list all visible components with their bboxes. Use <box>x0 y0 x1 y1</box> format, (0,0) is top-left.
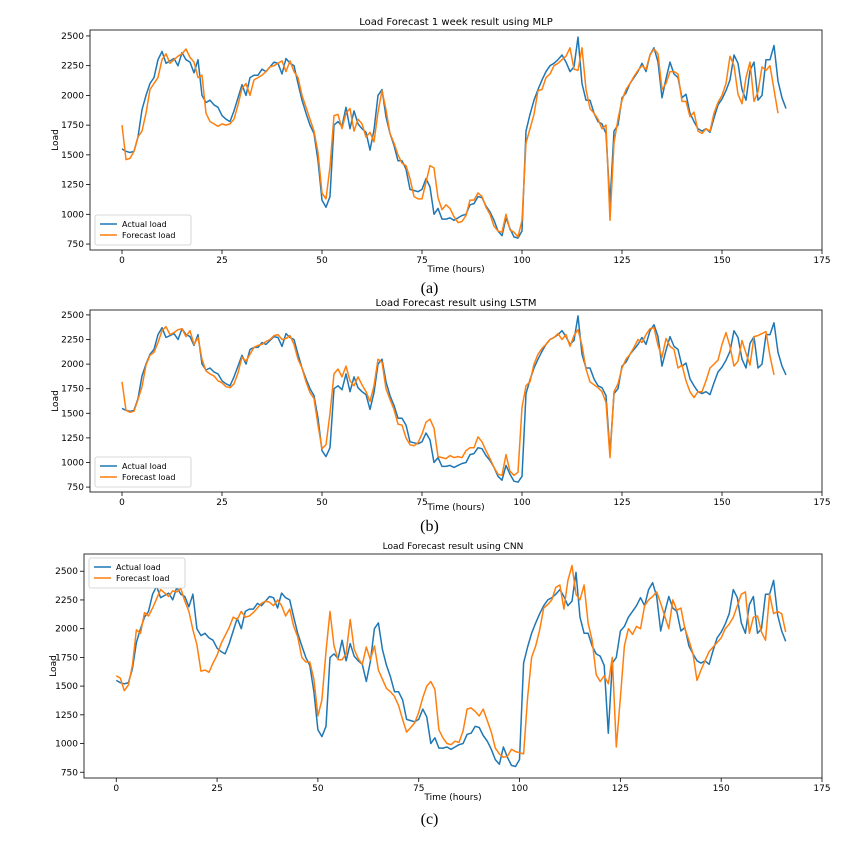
y-tick-label: 1500 <box>61 151 84 161</box>
actual-load-line <box>121 315 787 483</box>
caption-b: (b) <box>420 518 439 535</box>
legend-box <box>94 214 192 246</box>
x-tick-label: 175 <box>813 256 830 266</box>
y-tick-label: 1500 <box>61 409 84 419</box>
x-tick-label: 175 <box>813 498 830 508</box>
y-axis-label: Load <box>51 129 61 151</box>
legend: Actual load Forecast load <box>94 456 192 488</box>
legend: Actual load Forecast load <box>94 214 192 246</box>
y-tick-label: 1250 <box>61 181 84 191</box>
y-tick-label: 2250 <box>61 62 84 72</box>
caption-c: (c) <box>420 811 439 828</box>
caption-a: (a) <box>420 280 439 297</box>
y-tick-label: 2500 <box>61 311 84 321</box>
x-tick-label: 125 <box>612 784 629 794</box>
chart-panel-mlp: Load Forecast 1 week result using MLP 0 25… <box>0 0 859 275</box>
y-tick-label: 2000 <box>61 360 84 370</box>
legend-label-forecast: Forecast load <box>116 574 170 583</box>
x-tick-label: 25 <box>216 498 227 508</box>
x-tick-label: 150 <box>713 498 730 508</box>
y-tick-label: 2250 <box>61 336 84 346</box>
y-axis-label: Load <box>49 655 59 677</box>
x-tick-label: 50 <box>316 498 328 508</box>
x-tick-label: 50 <box>316 256 328 266</box>
actual-load-line <box>121 36 787 239</box>
y-tick-label: 1250 <box>55 711 78 721</box>
legend-label-actual: Actual load <box>116 563 161 572</box>
y-tick-label: 750 <box>61 768 78 778</box>
x-tick-label: 150 <box>713 256 730 266</box>
y-tick-label: 1750 <box>61 121 84 131</box>
x-tick-label: 25 <box>216 256 227 266</box>
legend-label-actual: Actual load <box>122 220 167 229</box>
x-tick-label: 0 <box>119 498 125 508</box>
x-tick-label: 0 <box>119 256 125 266</box>
chart-title: Load Forecast result using LSTM <box>376 298 537 309</box>
y-tick-label: 2500 <box>55 567 78 577</box>
x-tick-label: 100 <box>513 498 530 508</box>
y-tick-label: 1750 <box>61 385 84 395</box>
x-tick-label: 125 <box>613 498 630 508</box>
x-tick-label: 100 <box>513 256 530 266</box>
x-axis-label: Time (hours) <box>423 793 481 803</box>
x-axis-label: Time (hours) <box>426 503 484 513</box>
y-tick-label: 750 <box>67 240 84 250</box>
y-tick-label: 1750 <box>55 653 78 663</box>
lstm-forecast-chart: Load Forecast result using LSTM 0 25 50 75 10… <box>51 298 831 513</box>
y-tick-label: 1500 <box>55 682 78 692</box>
chart-title: Load Forecast 1 week result using MLP <box>359 17 553 28</box>
actual-load-line <box>115 571 787 768</box>
mlp-forecast-chart: Load Forecast 1 week result using MLP 0 25… <box>51 17 831 275</box>
y-tick-label: 2000 <box>61 91 84 101</box>
y-tick-label: 2000 <box>55 625 78 635</box>
plot-frame <box>83 553 823 779</box>
cnn-forecast-chart: Load Forecast result using CNN 0 25 50 75 100… <box>49 542 831 803</box>
forecast-load-line <box>115 564 787 759</box>
y-tick-label: 1250 <box>61 434 84 444</box>
x-tick-label: 125 <box>613 256 630 266</box>
legend-box <box>94 456 192 488</box>
forecast-load-line <box>121 325 775 477</box>
chart-title: Load Forecast result using CNN <box>383 542 524 552</box>
legend-label-actual: Actual load <box>122 462 167 471</box>
y-tick-label: 2250 <box>55 596 78 606</box>
legend: Actual load Forecast load <box>88 557 186 589</box>
x-tick-label: 75 <box>416 498 427 508</box>
x-tick-label: 75 <box>416 256 427 266</box>
y-tick-label: 750 <box>67 483 84 493</box>
forecast-load-line <box>121 47 779 238</box>
plot-frame <box>89 29 823 251</box>
legend-label-forecast: Forecast load <box>122 231 176 240</box>
x-tick-label: 175 <box>813 784 830 794</box>
x-tick-label: 25 <box>211 784 222 794</box>
x-tick-label: 0 <box>113 784 119 794</box>
legend-box <box>88 557 186 589</box>
x-axis-label: Time (hours) <box>426 265 484 275</box>
chart-panel-lstm: Load Forecast result using LSTM 0 25 50 75 10… <box>0 290 859 515</box>
plot-frame <box>89 309 823 493</box>
x-tick-label: 100 <box>511 784 528 794</box>
x-tick-label: 50 <box>312 784 324 794</box>
y-tick-label: 2500 <box>61 32 84 42</box>
y-axis-label: Load <box>51 390 61 412</box>
y-tick-label: 1000 <box>55 740 78 750</box>
chart-panel-cnn: Load Forecast result using CNN 0 25 50 75 100… <box>0 533 859 808</box>
legend-label-forecast: Forecast load <box>122 473 176 482</box>
y-tick-label: 1000 <box>61 210 84 220</box>
x-tick-label: 150 <box>713 784 730 794</box>
x-tick-label: 75 <box>413 784 424 794</box>
y-tick-label: 1000 <box>61 458 84 468</box>
